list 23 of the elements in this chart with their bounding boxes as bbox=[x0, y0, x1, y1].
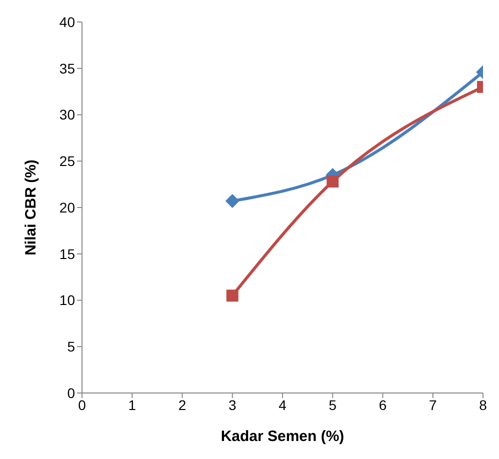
y-tick-label: 0 bbox=[67, 384, 76, 401]
y-tick-label: 40 bbox=[59, 14, 76, 30]
y-tick-label: 35 bbox=[59, 60, 76, 76]
x-tick-label: 3 bbox=[228, 396, 236, 413]
x-axis-title: Kadar Semen (%) bbox=[220, 428, 344, 445]
x-tick-label: 6 bbox=[378, 396, 387, 413]
point bbox=[326, 176, 339, 188]
x-tick-label: 4 bbox=[278, 396, 287, 413]
y-tick-label: 10 bbox=[59, 292, 76, 308]
y-tick-label: 25 bbox=[59, 153, 76, 170]
y-tick-label: 30 bbox=[59, 106, 76, 123]
x-tick-label: 5 bbox=[328, 396, 337, 413]
x-tick-label: 1 bbox=[128, 396, 136, 413]
x-tick-label: 8 bbox=[479, 396, 488, 413]
y-tick-label: 5 bbox=[67, 338, 76, 355]
point bbox=[225, 194, 240, 208]
y-tick-label: 20 bbox=[59, 199, 76, 216]
point bbox=[226, 290, 238, 302]
x-tick-label: 0 bbox=[78, 396, 86, 413]
x-tick-label: 2 bbox=[178, 396, 186, 413]
x-tick-label: 7 bbox=[428, 396, 437, 413]
y-axis-title: Nilai CBR (%) bbox=[22, 160, 40, 256]
y-tick-label: 15 bbox=[59, 246, 76, 262]
